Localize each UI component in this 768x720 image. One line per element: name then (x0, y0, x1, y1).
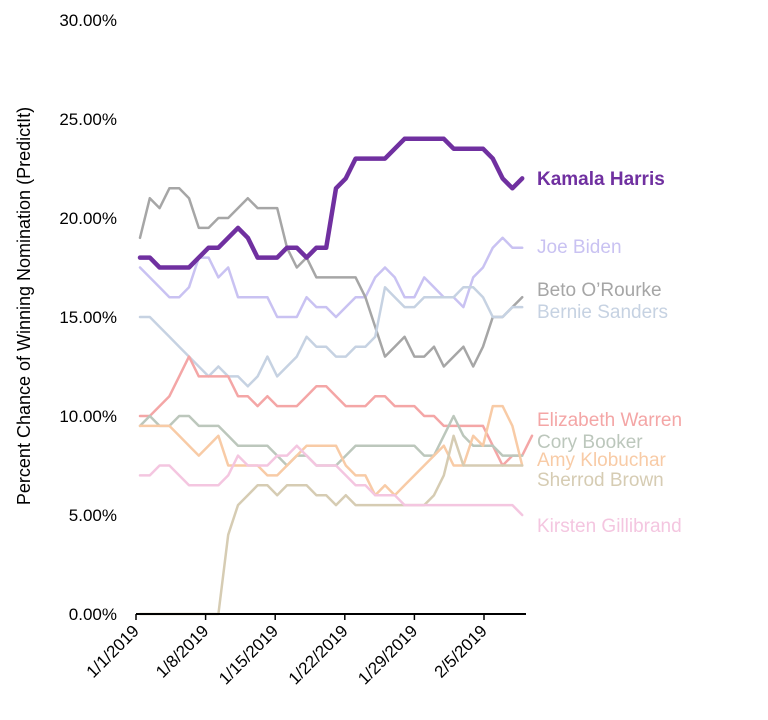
series-labels: Kamala Harris Joe Biden Beto O’RourkeBerni… (537, 169, 682, 537)
series-line-kirsten-gillibrand (138, 444, 524, 517)
y-axis-label: Percent Chance of Winning Nomination (Pr… (14, 107, 34, 505)
y-tick-label: 5.00% (69, 506, 117, 525)
y-tick-label: 0.00% (69, 605, 117, 624)
series-line-joe-biden (138, 236, 524, 319)
legend-label-bernie-sanders: Bernie Sanders (537, 302, 668, 323)
x-tick-label: 2/5/2019 (431, 621, 491, 681)
x-tick-label: 1/8/2019 (152, 621, 212, 681)
series-line-elizabeth-warren (138, 355, 534, 467)
legend-label-kamala-harris: Kamala Harris (537, 169, 665, 190)
y-axis: 0.00% 5.00% 10.00% 15.00% 20.00% 25.00% 30.00% (59, 11, 117, 624)
y-tick-label: 30.00% (59, 11, 117, 30)
legend-label-sherrod-brown: Sherrod Brown (537, 470, 664, 491)
series-line-kamala-harris (137, 136, 525, 270)
plot-area (137, 136, 534, 616)
legend-label-elizabeth-warren: Elizabeth Warren (537, 410, 682, 431)
x-tick-label: 1/22/2019 (285, 621, 352, 688)
y-tick-label: 15.00% (59, 308, 117, 327)
x-tick-label: 1/29/2019 (354, 621, 421, 688)
series-line-bernie-sanders (138, 286, 524, 388)
y-tick-label: 10.00% (59, 407, 117, 426)
legend-label-amy-klobuchar: Amy Klobuchar (537, 450, 667, 471)
x-tick-label: 1/15/2019 (215, 621, 282, 688)
y-tick-label: 20.00% (59, 209, 117, 228)
series-line-amy-klobuchar (138, 404, 524, 497)
series-line-beto-o-rourke (138, 187, 524, 368)
x-axis: 1/1/2019 1/8/2019 1/15/2019 1/22/2019 1/29/2… (83, 614, 491, 688)
legend-label-joe-biden: Joe Biden (537, 237, 622, 258)
x-tick-label: 1/1/2019 (83, 621, 143, 681)
legend-label-kirsten-gillibrand: Kirsten Gillibrand (537, 516, 682, 537)
legend-label-beto-o-rourke: Beto O’Rourke (537, 280, 662, 301)
y-tick-label: 25.00% (59, 110, 117, 129)
legend-label-cory-booker: Cory Booker (537, 432, 643, 453)
